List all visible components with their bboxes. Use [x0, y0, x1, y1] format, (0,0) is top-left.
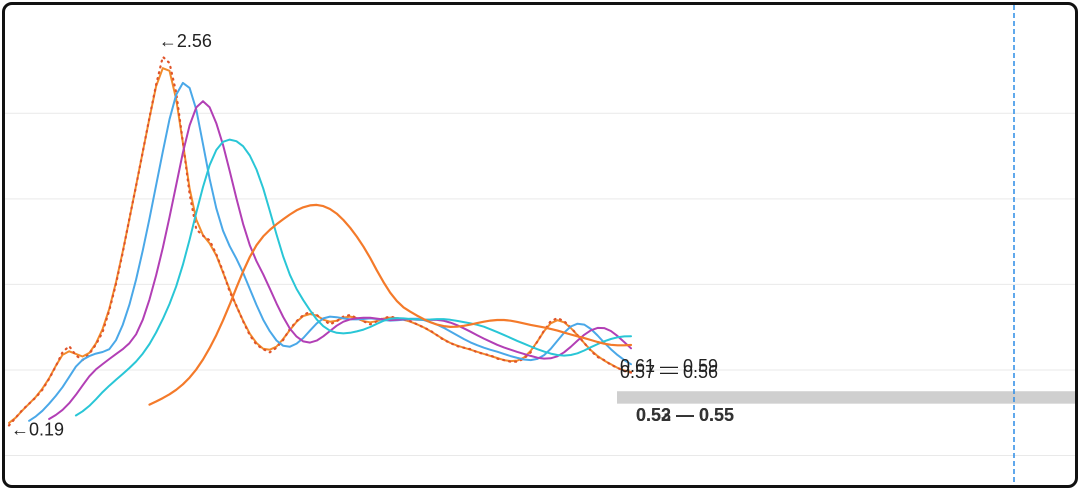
grid-lines: [5, 112, 1075, 456]
range-band-rect: [617, 391, 1075, 404]
series-line-3: [28, 81, 632, 422]
value-labels: ←2.56 ←0.19 0.61 — 0.590.57 — 0.56 0.52 — 0…: [11, 31, 734, 440]
end-label-lower-2: 0.53 — 0.55: [636, 405, 734, 425]
series-line-6: [148, 203, 633, 406]
series-line-5: [74, 138, 632, 417]
range-band: [617, 391, 1075, 404]
end-label-upper-1: 0.61 — 0.59: [620, 356, 718, 376]
series-line-4: [48, 100, 632, 420]
start-value-label: ←0.19: [11, 419, 64, 439]
series-line-2: [7, 55, 633, 427]
series-lines: [7, 55, 633, 427]
line-chart: ←2.56 ←0.19 0.61 — 0.590.57 — 0.56 0.52 — 0…: [5, 5, 1075, 485]
end-label-lower-1: 0.52 — 0.55: [636, 405, 734, 425]
max-value-label: ←2.56: [159, 31, 212, 51]
end-label-upper-2: 0.57 — 0.56: [620, 362, 718, 382]
